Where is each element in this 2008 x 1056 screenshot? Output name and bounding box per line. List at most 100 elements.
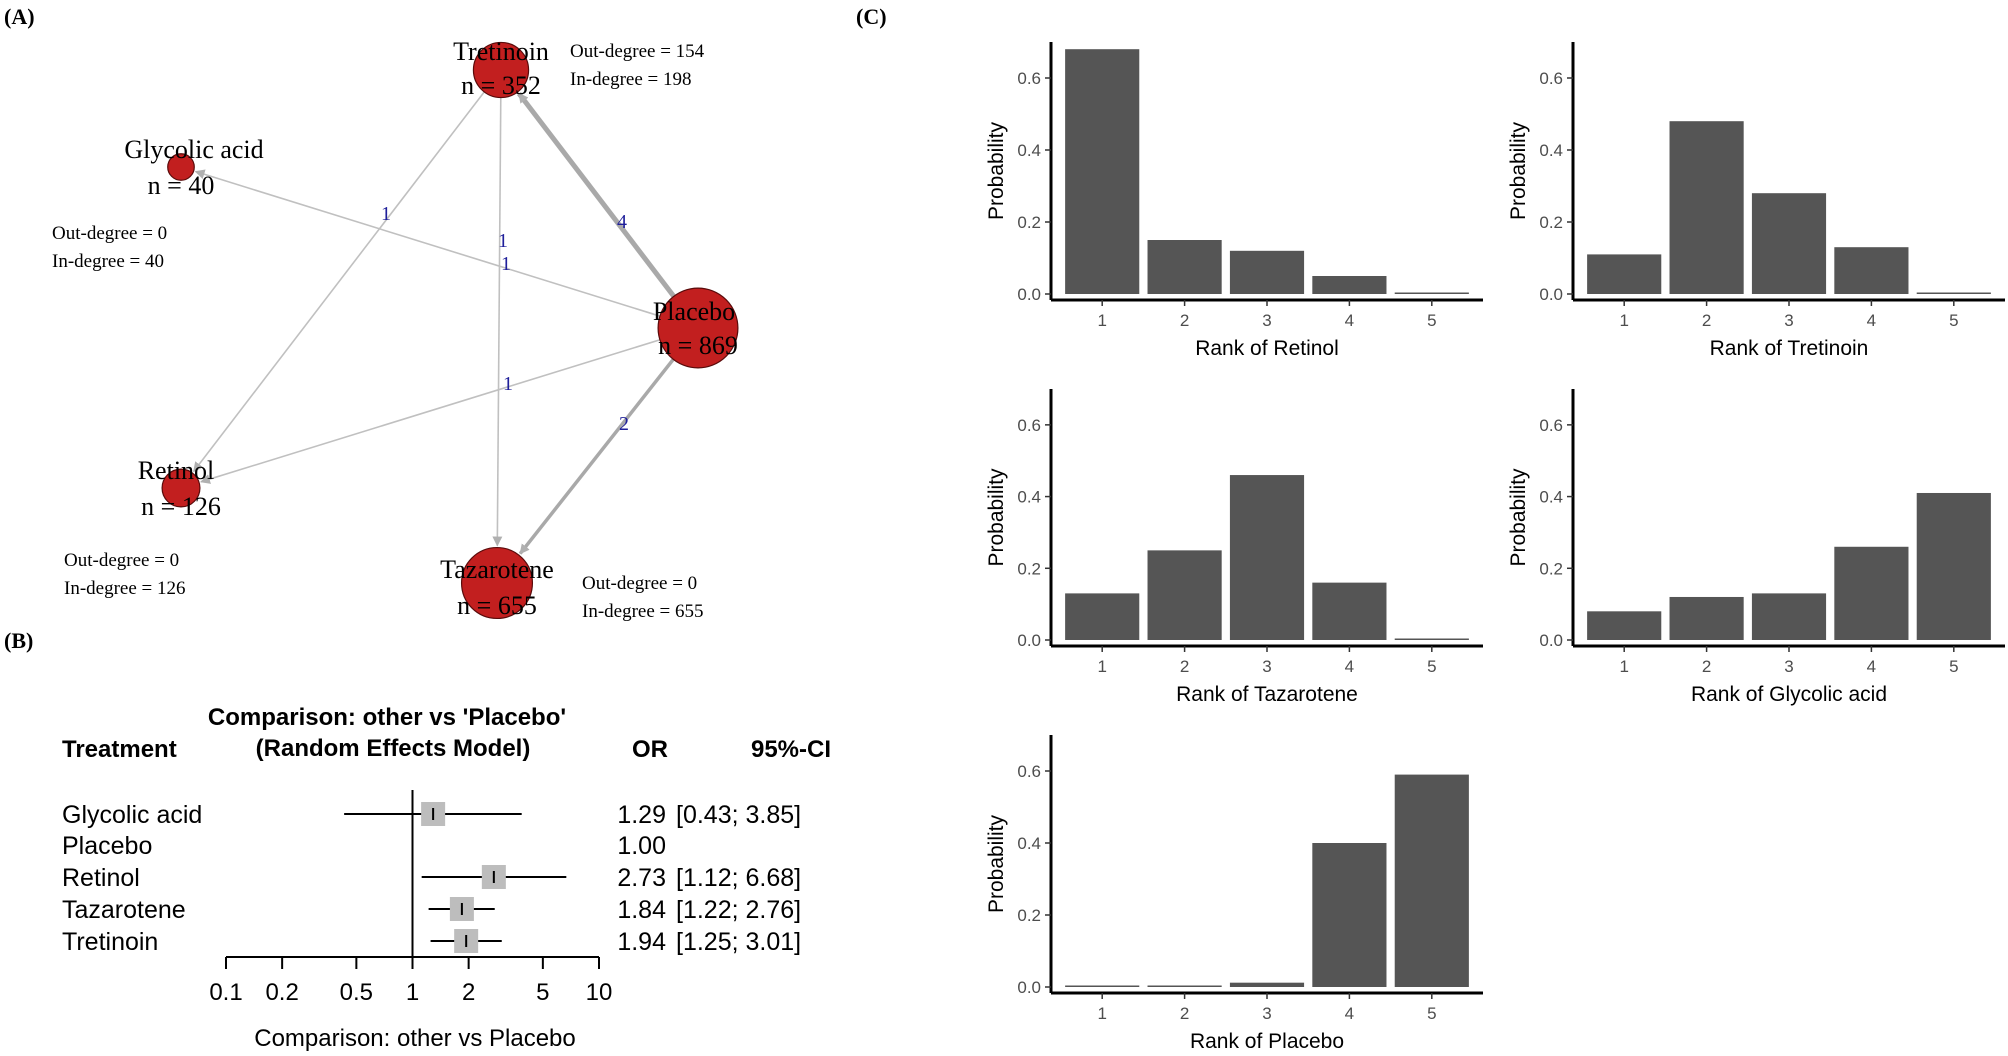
y-tick-label: 0.2 bbox=[1017, 213, 1041, 232]
edge-label-placebo-retinol: 1 bbox=[503, 373, 513, 395]
x-tick-label: 3 bbox=[1784, 311, 1793, 330]
rank-chart-2: 0.0 0.2 0.4 0.6 1 2 3 4 5 Rank of Tretinoin Probab… bbox=[1507, 42, 2005, 360]
x-tick-label: 5 bbox=[1427, 1004, 1436, 1023]
edge-tretinoin-retinol bbox=[193, 89, 487, 473]
bar-rank-5 bbox=[1394, 774, 1469, 987]
forest-tick-label: 5 bbox=[536, 979, 549, 1006]
bar-rank-3 bbox=[1229, 982, 1305, 987]
y-tick-label: 0.0 bbox=[1539, 285, 1563, 304]
node-tretinoin bbox=[472, 41, 530, 99]
x-tick-label: 2 bbox=[1180, 311, 1189, 330]
edge-placebo-retinol bbox=[200, 337, 664, 484]
bar-rank-3 bbox=[1229, 250, 1305, 294]
y-tick-label: 0.6 bbox=[1539, 416, 1563, 435]
node-retinol bbox=[161, 468, 201, 508]
edge-placebo-tazarotene bbox=[518, 355, 678, 555]
rank-chart-3: 0.0 0.2 0.4 0.6 1 2 3 4 5 Rank of Tazarotene Proba… bbox=[985, 389, 1483, 706]
node-label-placebo: Placebo bbox=[653, 297, 735, 326]
forest-xlabel: Comparison: other vs Placebo bbox=[254, 1025, 576, 1052]
rank-probability-charts: 0.0 0.2 0.4 0.6 1 2 3 4 5 Rank of Retinol Probabil… bbox=[985, 42, 2005, 1053]
edge-label-placebo-glycolic: 1 bbox=[501, 253, 511, 275]
edge-placebo-tretinoin bbox=[516, 91, 679, 301]
node-label-glycolic: Glycolic acid bbox=[124, 135, 263, 164]
bar-rank-5 bbox=[1394, 292, 1469, 294]
y-axis-label: Probability bbox=[985, 121, 1008, 220]
edge-placebo-glycolic bbox=[194, 169, 664, 319]
x-tick-label: 4 bbox=[1345, 1004, 1354, 1023]
forest-row-or: 1.29 bbox=[617, 801, 666, 829]
bar-rank-2 bbox=[1669, 596, 1744, 640]
x-tick-label: 5 bbox=[1949, 657, 1958, 676]
edge-label-placebo-tazarotene: 2 bbox=[619, 413, 629, 435]
node-indegree-glycolic: In-degree = 40 bbox=[52, 251, 164, 272]
x-axis-label: Rank of Glycolic acid bbox=[1691, 683, 1887, 706]
x-tick-label: 4 bbox=[1345, 311, 1354, 330]
x-tick-label: 2 bbox=[1180, 1004, 1189, 1023]
forest-tick-label: 2 bbox=[462, 979, 475, 1006]
y-tick-label: 0.4 bbox=[1017, 834, 1041, 853]
y-axis-label: Probability bbox=[985, 814, 1008, 913]
y-tick-label: 0.6 bbox=[1017, 416, 1041, 435]
node-outdegree-retinol: Out-degree = 0 bbox=[64, 550, 179, 571]
node-label-tazarotene: Tazarotene bbox=[440, 555, 554, 584]
forest-col-or: OR bbox=[632, 736, 668, 763]
bar-rank-1 bbox=[1065, 593, 1140, 640]
bar-rank-1 bbox=[1587, 254, 1662, 294]
forest-row-ci: [1.25; 3.01] bbox=[676, 928, 801, 956]
y-tick-label: 0.0 bbox=[1017, 978, 1041, 997]
x-tick-label: 2 bbox=[1702, 311, 1711, 330]
panel-label-b: (B) bbox=[4, 628, 33, 653]
panel-label-a: (A) bbox=[4, 4, 35, 29]
bar-rank-3 bbox=[1229, 475, 1305, 640]
x-tick-label: 4 bbox=[1345, 657, 1354, 676]
y-tick-label: 0.2 bbox=[1539, 559, 1563, 578]
node-indegree-tazarotene: In-degree = 655 bbox=[582, 601, 704, 622]
node-placebo bbox=[657, 287, 739, 369]
x-tick-label: 5 bbox=[1427, 311, 1436, 330]
y-tick-label: 0.6 bbox=[1017, 69, 1041, 88]
bar-rank-2 bbox=[1147, 550, 1222, 640]
x-tick-label: 4 bbox=[1867, 657, 1876, 676]
forest-row-or: 2.73 bbox=[617, 864, 666, 892]
x-tick-label: 3 bbox=[1262, 311, 1271, 330]
x-axis-label: Rank of Placebo bbox=[1190, 1030, 1344, 1053]
forest-col-ci: 95%-CI bbox=[751, 736, 831, 763]
x-axis-label: Rank of Tretinoin bbox=[1710, 337, 1869, 360]
node-outdegree-glycolic: Out-degree = 0 bbox=[52, 223, 167, 244]
node-label-retinol: Retinol bbox=[138, 456, 215, 485]
x-tick-label: 5 bbox=[1427, 657, 1436, 676]
bar-rank-4 bbox=[1312, 582, 1387, 640]
rank-chart-1: 0.0 0.2 0.4 0.6 1 2 3 4 5 Rank of Retinol Probabil… bbox=[985, 42, 1483, 360]
bar-rank-2 bbox=[1147, 240, 1222, 294]
forest-row-ci: [1.22; 2.76] bbox=[676, 896, 801, 924]
node-n-tretinoin: n = 352 bbox=[461, 71, 541, 100]
edge-label-tretinoin-retinol: 1 bbox=[381, 203, 391, 225]
rank-chart-4: 0.0 0.2 0.4 0.6 1 2 3 4 5 Rank of Glycolic acid Pr… bbox=[1507, 389, 2005, 706]
node-indegree-tretinoin: In-degree = 198 bbox=[570, 69, 692, 90]
bar-rank-1 bbox=[1587, 611, 1662, 640]
forest-row-label: Tretinoin bbox=[62, 928, 158, 956]
bar-rank-4 bbox=[1834, 546, 1909, 640]
forest-tick-label: 0.2 bbox=[265, 979, 298, 1006]
edge-label-tretinoin-tazarotene: 1 bbox=[498, 230, 508, 252]
edge-tretinoin-tazarotene bbox=[492, 94, 503, 547]
rank-chart-5: 0.0 0.2 0.4 0.6 1 2 3 4 5 Rank of Placebo Probabil… bbox=[985, 735, 1483, 1053]
forest-row-or: 1.00 bbox=[617, 832, 666, 860]
bar-rank-5 bbox=[1394, 638, 1469, 640]
bar-rank-2 bbox=[1669, 121, 1744, 294]
forest-tick-label: 0.5 bbox=[340, 979, 373, 1006]
x-tick-label: 3 bbox=[1784, 657, 1793, 676]
y-tick-label: 0.2 bbox=[1017, 559, 1041, 578]
node-indegree-retinol: In-degree = 126 bbox=[64, 578, 186, 599]
x-tick-label: 3 bbox=[1262, 1004, 1271, 1023]
bar-rank-1 bbox=[1065, 49, 1140, 295]
forest-row-label: Tazarotene bbox=[62, 896, 186, 924]
node-tazarotene bbox=[460, 546, 534, 620]
node-n-tazarotene: n = 655 bbox=[457, 591, 537, 620]
y-tick-label: 0.4 bbox=[1017, 141, 1041, 160]
node-outdegree-tretinoin: Out-degree = 154 bbox=[570, 41, 705, 62]
node-glycolic bbox=[167, 153, 195, 181]
forest-row-label: Placebo bbox=[62, 832, 152, 860]
